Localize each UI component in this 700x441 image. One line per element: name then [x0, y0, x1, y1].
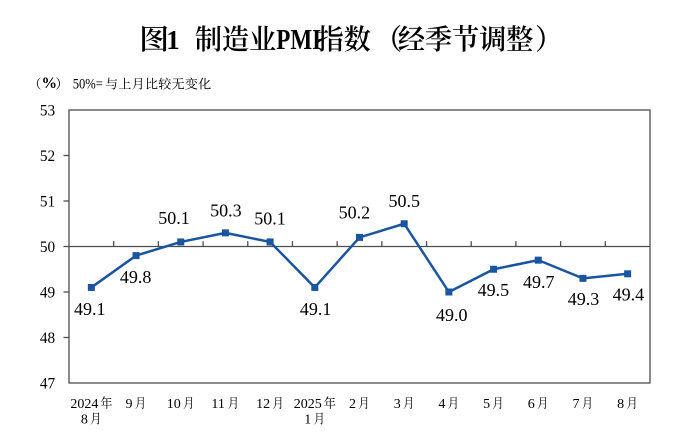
- svg-text:47: 47: [40, 376, 56, 393]
- svg-text:49.1: 49.1: [74, 299, 106, 319]
- svg-text:49.5: 49.5: [478, 280, 510, 300]
- svg-text:5: 5: [483, 397, 490, 412]
- svg-text:1: 1: [304, 412, 311, 427]
- svg-text:3: 3: [394, 397, 401, 412]
- svg-text:50.3: 50.3: [210, 201, 242, 221]
- svg-text:50: 50: [40, 239, 56, 256]
- svg-text:49.4: 49.4: [613, 285, 645, 305]
- svg-text:51: 51: [40, 194, 55, 211]
- svg-text:52: 52: [40, 148, 55, 165]
- svg-text:49.3: 49.3: [568, 289, 600, 309]
- svg-text:11: 11: [211, 397, 224, 412]
- svg-text:50.1: 50.1: [158, 208, 190, 228]
- svg-text:49.1: 49.1: [300, 299, 332, 319]
- svg-text:PMI: PMI: [276, 24, 321, 56]
- svg-text:4: 4: [438, 397, 445, 412]
- svg-text:2024: 2024: [70, 397, 98, 412]
- svg-text:2: 2: [349, 397, 356, 412]
- svg-text:50%=: 50%=: [73, 75, 103, 91]
- svg-text:8: 8: [81, 412, 88, 427]
- svg-text:50.5: 50.5: [389, 191, 421, 211]
- svg-text:48: 48: [40, 330, 56, 347]
- svg-text:2025: 2025: [294, 397, 322, 412]
- svg-text:7: 7: [572, 397, 579, 412]
- svg-text:6: 6: [528, 397, 535, 412]
- svg-text:49.7: 49.7: [523, 272, 555, 292]
- svg-text:50.1: 50.1: [254, 208, 286, 228]
- svg-text:49.0: 49.0: [436, 305, 468, 325]
- svg-text:49: 49: [40, 285, 56, 302]
- svg-text:12: 12: [256, 397, 270, 412]
- svg-text:50.2: 50.2: [339, 203, 371, 223]
- svg-text:49.8: 49.8: [120, 267, 152, 287]
- svg-text:%: %: [42, 75, 58, 92]
- svg-text:1: 1: [166, 25, 180, 55]
- svg-text:8: 8: [617, 397, 624, 412]
- svg-text:9: 9: [126, 397, 133, 412]
- svg-text:53: 53: [40, 103, 56, 120]
- svg-text:10: 10: [167, 397, 181, 412]
